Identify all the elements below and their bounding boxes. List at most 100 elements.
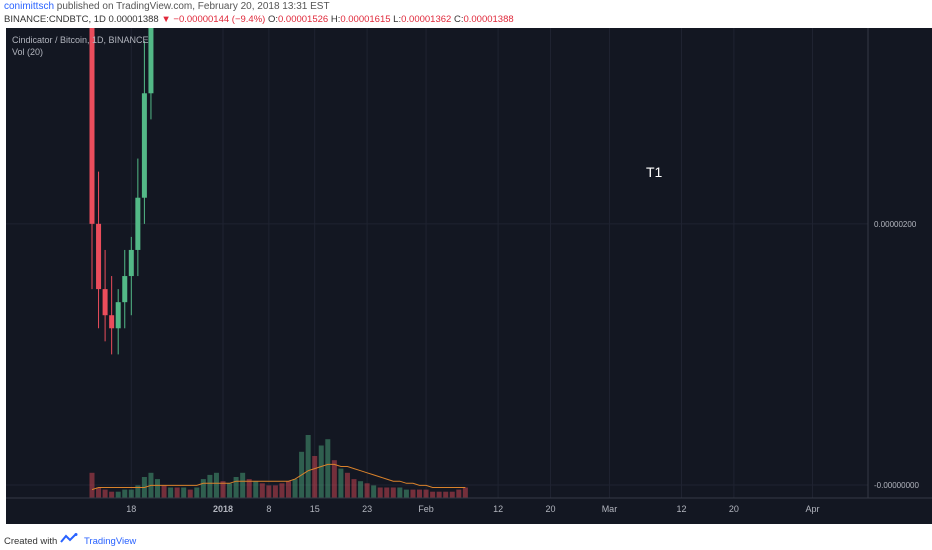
candle-body xyxy=(96,223,102,290)
volume-bar xyxy=(187,489,193,498)
volume-bar xyxy=(364,483,370,498)
symbol-label: BINANCE:CNDBTC, 1D xyxy=(4,14,106,25)
volume-bar xyxy=(390,487,396,498)
time-tick-label: 18 xyxy=(126,504,136,514)
volume-bar xyxy=(449,491,455,498)
volume-bar xyxy=(174,487,180,498)
volume-bar xyxy=(410,489,416,498)
volume-bar xyxy=(462,487,468,498)
ohlc-line: BINANCE:CNDBTC, 1D 0.00001388 ▼ −0.00000… xyxy=(4,14,514,25)
volume-bar xyxy=(96,487,102,498)
chart-header: conimittsch published on TradingView.com… xyxy=(0,0,932,28)
low-value: 0.00001362 xyxy=(401,14,452,25)
tradingview-brand[interactable]: TradingView xyxy=(83,536,137,547)
volume-bar xyxy=(443,491,449,498)
volume-bar xyxy=(227,483,233,498)
volume-bar xyxy=(266,485,272,498)
volume-bar xyxy=(351,479,357,498)
footer: Created with TradingView xyxy=(0,528,932,550)
volume-bar xyxy=(200,479,206,498)
high-value: 0.00001615 xyxy=(340,14,391,25)
volume-bar xyxy=(456,489,462,498)
volume-bar xyxy=(279,483,285,498)
candle-body xyxy=(115,302,121,329)
candle-body xyxy=(89,28,95,224)
volume-bar xyxy=(325,439,331,498)
price-tick-label: 0.00000200 xyxy=(874,220,917,229)
volume-bar xyxy=(89,472,95,498)
volume-bar xyxy=(384,487,390,498)
price-chart[interactable]: 1(0.00003352)0.786(0.00002780)0.618(0.00… xyxy=(6,28,932,524)
volume-bar xyxy=(102,489,108,498)
volume-bar xyxy=(259,483,265,498)
time-axis-bg xyxy=(6,498,932,524)
volume-bar xyxy=(220,481,226,498)
volume-bar xyxy=(371,485,377,498)
legend-volume: Vol (20) xyxy=(12,47,44,57)
candle-body xyxy=(141,93,147,198)
volume-bar xyxy=(423,489,429,498)
candle-body xyxy=(135,197,141,250)
down-arrow-icon: ▼ xyxy=(161,14,171,25)
volume-bar xyxy=(377,487,383,498)
legend-title: Cindicator / Bitcoin, 1D, BINANCE xyxy=(12,35,149,45)
close-label: C: xyxy=(453,14,464,25)
time-tick-label: 20 xyxy=(729,504,739,514)
candle-body xyxy=(122,276,128,303)
time-tick-label: Apr xyxy=(805,504,819,514)
volume-bar xyxy=(344,472,350,498)
time-tick-label: 8 xyxy=(266,504,271,514)
volume-bar xyxy=(168,487,174,498)
volume-bar xyxy=(312,456,318,498)
time-tick-label: 12 xyxy=(676,504,686,514)
volume-bar xyxy=(305,435,311,498)
volume-bar xyxy=(397,487,403,498)
volume-bar xyxy=(253,481,259,498)
volume-bar xyxy=(233,477,239,498)
volume-bar xyxy=(286,481,291,498)
volume-bar xyxy=(430,491,436,498)
volume-bar xyxy=(417,489,422,498)
time-tick-label: 20 xyxy=(545,504,555,514)
time-tick-label: 2018 xyxy=(213,504,233,514)
volume-bar xyxy=(331,460,337,498)
volume-ma-line xyxy=(91,463,466,491)
publish-line: conimittsch published on TradingView.com… xyxy=(4,1,330,12)
volume-bar xyxy=(194,487,200,498)
volume-bar xyxy=(246,479,252,498)
volume-bar xyxy=(240,472,246,498)
author-link[interactable]: conimittsch xyxy=(4,1,55,12)
time-tick-label: 15 xyxy=(310,504,320,514)
volume-bar xyxy=(115,491,121,498)
volume-bar xyxy=(338,468,344,498)
volume-bar xyxy=(272,485,278,498)
candle-body xyxy=(148,28,154,94)
volume-bar xyxy=(161,485,167,498)
candle-body xyxy=(109,315,115,329)
volume-bar xyxy=(358,481,364,498)
time-tick-label: Feb xyxy=(418,504,434,514)
close-value: 0.00001388 xyxy=(463,14,514,25)
time-tick-label: Mar xyxy=(602,504,618,514)
created-with-label: Created with xyxy=(4,536,58,547)
volume-bar xyxy=(213,472,219,498)
volume-bar xyxy=(318,445,324,498)
price-axis-bg xyxy=(868,28,932,524)
publish-info: published on TradingView.com, February 2… xyxy=(54,1,330,12)
open-value: 0.00001526 xyxy=(277,14,329,25)
time-tick-label: 12 xyxy=(493,504,503,514)
tradingview-logo-icon xyxy=(60,533,84,547)
candle-body xyxy=(128,249,134,277)
chart-legend: Cindicator / Bitcoin, 1D, BINANCE Vol (2… xyxy=(12,34,149,58)
chart-pane[interactable]: 1(0.00003352)0.786(0.00002780)0.618(0.00… xyxy=(6,28,932,524)
volume-bar xyxy=(155,479,160,498)
volume-bar xyxy=(292,479,298,498)
volume-bar xyxy=(109,491,115,498)
volume-bar xyxy=(122,489,128,498)
volume-bar xyxy=(403,489,409,498)
volume-bar xyxy=(128,489,134,498)
volume-bar xyxy=(207,474,213,498)
price-tick-label: -0.00000000 xyxy=(874,481,919,490)
last-price: 0.00001388 xyxy=(108,14,159,25)
candle-body xyxy=(102,289,108,316)
